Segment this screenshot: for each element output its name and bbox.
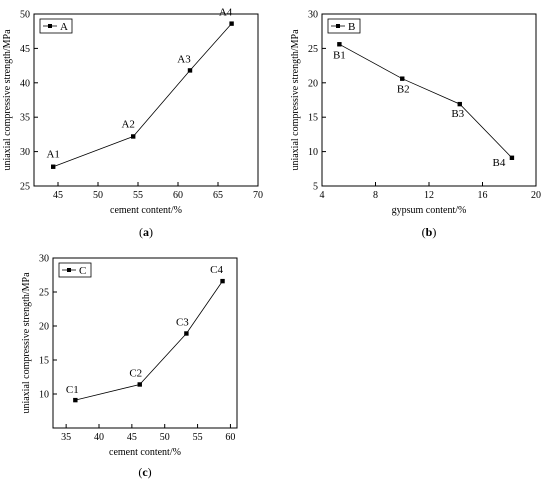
point-label: B4 bbox=[493, 157, 506, 169]
x-tick-label: 55 bbox=[133, 190, 143, 201]
panel-caption-open: ( bbox=[422, 225, 426, 239]
data-point bbox=[400, 76, 405, 81]
y-tick-label: 30 bbox=[308, 10, 318, 21]
point-label: B2 bbox=[397, 84, 410, 96]
plot-frame bbox=[33, 13, 259, 187]
panel-caption-close: ) bbox=[149, 225, 153, 239]
x-tick-label: 4 bbox=[320, 190, 325, 201]
data-point bbox=[137, 382, 142, 387]
point-label: B3 bbox=[451, 108, 464, 120]
panel-caption-letter: c bbox=[142, 465, 148, 479]
y-tick-label: 40 bbox=[20, 78, 30, 89]
y-tick-label: 35 bbox=[20, 113, 30, 124]
x-tick-label: 55 bbox=[193, 432, 203, 443]
x-tick-label: 35 bbox=[61, 432, 71, 443]
y-tick-label: 30 bbox=[20, 147, 30, 158]
y-tick-label: 20 bbox=[39, 322, 49, 333]
x-tick-label: 50 bbox=[160, 432, 170, 443]
x-tick-label: 60 bbox=[225, 432, 235, 443]
panel-caption-letter: b bbox=[426, 225, 433, 239]
point-label: C3 bbox=[176, 316, 189, 328]
y-tick-label: 15 bbox=[308, 113, 318, 124]
point-label: B1 bbox=[333, 49, 346, 61]
data-point bbox=[73, 397, 78, 403]
x-axis-title: cement content/% bbox=[110, 205, 182, 216]
chart-panel-b: 4 8 12 16 20 5 10 15 20 25 30 gypsum content/% uniax… bbox=[290, 10, 541, 240]
x-axis-title: cement content/% bbox=[109, 447, 181, 458]
x-tick-label: 16 bbox=[478, 190, 488, 201]
data-point bbox=[187, 68, 193, 73]
x-tick-label: 20 bbox=[531, 190, 541, 201]
data-point bbox=[509, 155, 515, 160]
data-point bbox=[229, 21, 234, 26]
x-tick-label: 45 bbox=[53, 190, 63, 201]
x-tick-label: 40 bbox=[94, 432, 104, 443]
point-label: A2 bbox=[121, 118, 134, 130]
y-tick-label: 10 bbox=[308, 147, 318, 158]
series-line bbox=[75, 280, 223, 401]
point-label: A1 bbox=[46, 149, 59, 161]
x-tick-label: 12 bbox=[424, 190, 434, 201]
panel-caption-letter: a bbox=[143, 225, 149, 239]
x-axis-title: gypsum content/% bbox=[392, 205, 467, 216]
x-tick-label: 8 bbox=[373, 190, 378, 201]
legend-label: A bbox=[60, 21, 68, 33]
y-tick-label: 25 bbox=[39, 288, 49, 299]
x-tick-label: 65 bbox=[213, 190, 223, 201]
x-tick-label: 70 bbox=[253, 190, 263, 201]
legend-label: C bbox=[79, 265, 86, 277]
legend-marker bbox=[336, 24, 340, 28]
y-axis-title: uniaxial compressive strength/MPa bbox=[290, 29, 301, 171]
panel-caption: (c) bbox=[138, 465, 151, 479]
data-point bbox=[337, 42, 342, 47]
panel-caption-open: ( bbox=[139, 225, 143, 239]
point-label: C4 bbox=[210, 264, 223, 276]
y-tick-label: 25 bbox=[20, 182, 30, 193]
point-label: C2 bbox=[129, 367, 142, 379]
panel-caption-open: ( bbox=[138, 465, 142, 479]
legend-marker bbox=[67, 268, 71, 272]
x-tick-label: 60 bbox=[173, 190, 183, 201]
legend-label: B bbox=[348, 21, 355, 33]
y-axis-title: uniaxial compressive strength/MPa bbox=[21, 272, 32, 414]
point-label: A4 bbox=[219, 7, 233, 19]
panel-caption-close: ) bbox=[148, 465, 152, 479]
y-tick-label: 45 bbox=[20, 44, 30, 55]
data-point bbox=[184, 331, 189, 336]
y-tick-label: 10 bbox=[39, 390, 49, 401]
data-point bbox=[131, 134, 136, 139]
x-tick-label: 50 bbox=[93, 190, 103, 201]
x-tick-label: 45 bbox=[127, 432, 137, 443]
point-label: C1 bbox=[66, 384, 79, 396]
panel-caption: (a) bbox=[139, 225, 153, 239]
y-tick-label: 30 bbox=[39, 254, 49, 265]
y-tick-label: 25 bbox=[308, 44, 318, 55]
chart-panel-a: 45 50 55 60 65 70 25 30 35 40 45 50 cement content/%… bbox=[2, 7, 263, 239]
y-tick-label: 5 bbox=[313, 182, 318, 193]
legend-marker bbox=[48, 24, 52, 28]
y-axis-title: uniaxial compressive strength/MPa bbox=[2, 29, 13, 171]
plot-frame bbox=[52, 257, 238, 429]
point-label: A3 bbox=[177, 53, 191, 65]
y-tick-label: 20 bbox=[308, 78, 318, 89]
series-line bbox=[53, 23, 232, 168]
series-line bbox=[339, 43, 513, 159]
y-tick-label: 50 bbox=[20, 10, 30, 21]
data-point bbox=[457, 101, 462, 107]
data-point bbox=[220, 278, 225, 284]
panel-caption: (b) bbox=[422, 225, 437, 239]
chart-panel-c: 35 40 45 50 55 60 10 15 20 25 30 cement content/% un… bbox=[21, 254, 238, 479]
data-point bbox=[51, 164, 56, 169]
y-tick-label: 15 bbox=[39, 356, 49, 367]
panel-caption-close: ) bbox=[432, 225, 436, 239]
